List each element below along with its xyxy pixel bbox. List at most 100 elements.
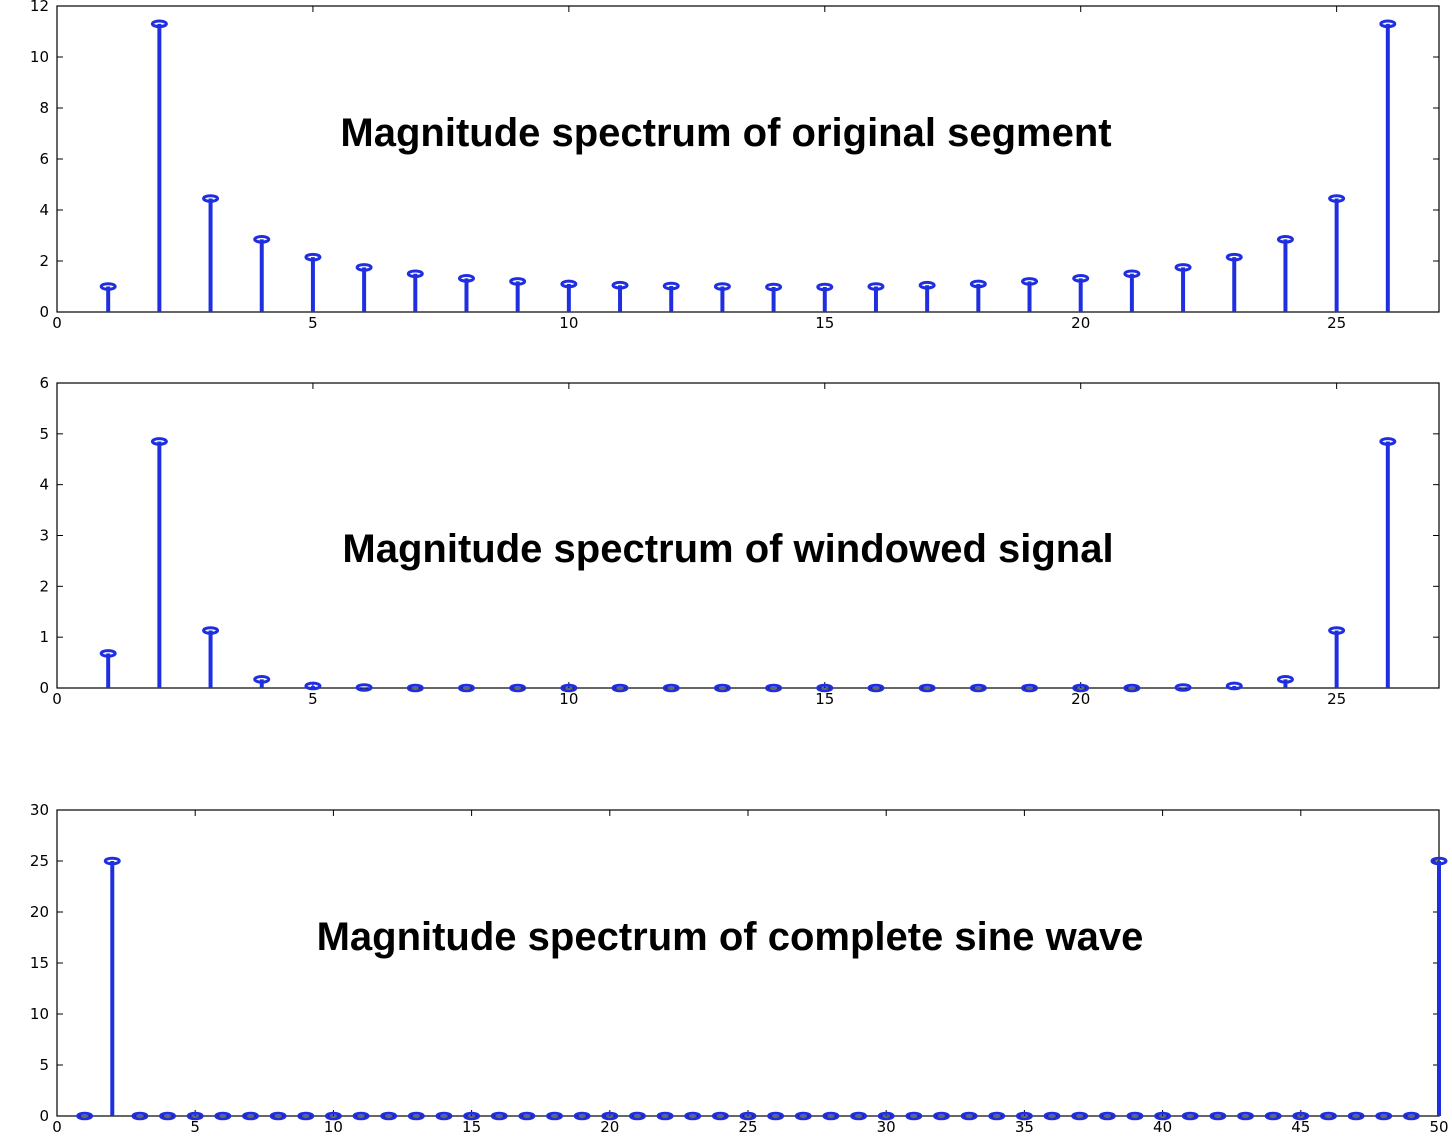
- y-tick-label: 5: [39, 1056, 49, 1074]
- stem-marker: [1154, 1111, 1172, 1121]
- y-tick-label: 30: [30, 801, 49, 819]
- x-tick-label: 10: [559, 690, 578, 708]
- x-tick-label: 5: [308, 314, 318, 332]
- stem-marker: [406, 683, 424, 693]
- y-tick-label: 0: [39, 1107, 49, 1125]
- y-tick-label: 15: [30, 954, 49, 972]
- y-tick-label: 5: [39, 425, 49, 443]
- x-tick-label: 45: [1291, 1118, 1310, 1136]
- stem-marker: [518, 1111, 536, 1121]
- y-tick-label: 12: [30, 0, 49, 15]
- stem-marker: [352, 1111, 370, 1121]
- stem-marker: [765, 683, 783, 693]
- stem-marker: [1276, 675, 1294, 684]
- stem-marker: [877, 1111, 895, 1121]
- stem-marker: [297, 1111, 315, 1121]
- chart-title-original-segment: Magnitude spectrum of original segment: [340, 111, 1111, 155]
- stem-marker: [711, 1111, 729, 1121]
- stem-marker: [1209, 1111, 1227, 1121]
- stem-marker: [150, 19, 168, 29]
- stem-marker: [150, 437, 168, 446]
- stem-marker: [241, 1111, 259, 1121]
- stem-marker: [1237, 1111, 1255, 1121]
- chart-title-windowed-signal: Magnitude spectrum of windowed signal: [342, 527, 1113, 571]
- stem-marker: [1276, 235, 1294, 244]
- stem-marker: [601, 1111, 619, 1121]
- stem-marker: [1225, 252, 1243, 262]
- stem-marker: [850, 1111, 868, 1121]
- x-tick-label: 25: [1327, 690, 1346, 708]
- chart-panel-windowed-signal: 0 5 10 15 20 25 0 1 2 3 4 5 6: [39, 374, 1440, 708]
- stem-marker: [1123, 269, 1141, 279]
- chart-panel-original-segment: 0 5 10 15 20 25 0 2 4 6 8 10 12: [30, 0, 1440, 332]
- stem-marker: [684, 1111, 702, 1121]
- stem-marker: [662, 683, 680, 693]
- stem-marker: [253, 675, 271, 684]
- stem-marker: [304, 252, 322, 262]
- stem-marker: [1072, 274, 1090, 283]
- x-tick-label: 15: [815, 690, 834, 708]
- x-tick-label: 25: [738, 1118, 757, 1136]
- stem-marker: [304, 681, 322, 691]
- stem-marker: [99, 649, 117, 658]
- y-tick-label: 20: [30, 903, 49, 921]
- y-tick-label: 4: [39, 476, 49, 494]
- stem-marker: [1181, 1111, 1199, 1121]
- stem-marker: [380, 1111, 398, 1121]
- stem-marker: [656, 1111, 674, 1121]
- x-tick-label: 15: [815, 314, 834, 332]
- y-tick-label: 3: [39, 527, 49, 545]
- stem-marker: [767, 1111, 785, 1121]
- stem-marker: [1328, 194, 1346, 203]
- stem-marker: [1402, 1111, 1420, 1121]
- y-tick-label: 10: [30, 1005, 49, 1023]
- axes-frame-original-segment: [56, 5, 1440, 313]
- x-tick-label: 10: [324, 1118, 343, 1136]
- stem-marker: [407, 1111, 425, 1121]
- stem-marker: [1015, 1111, 1033, 1121]
- x-tick-label: 5: [308, 690, 318, 708]
- stem-marker: [573, 1111, 591, 1121]
- stem-marker: [1319, 1111, 1337, 1121]
- stem-marker: [214, 1111, 232, 1121]
- stem-marker: [253, 235, 271, 244]
- stem-marker: [1043, 1111, 1061, 1121]
- stem-marker: [131, 1111, 149, 1121]
- stem-marker: [406, 269, 424, 279]
- stem-marker: [1072, 683, 1090, 693]
- stem-marker: [1264, 1111, 1282, 1121]
- stem-marker: [99, 282, 117, 291]
- y-tick-label: 6: [39, 374, 49, 392]
- stem-marker: [435, 1111, 453, 1121]
- stem-marker: [103, 856, 121, 866]
- chart-panel-complete-sine-wave: 0 5 10 15 20 25 30 35 40 45 50 0 5 10 15 20 25 30: [30, 801, 1449, 1136]
- stem-marker: [1098, 1111, 1116, 1121]
- x-tick-label: 50: [1429, 1118, 1448, 1136]
- y-tick-label: 0: [39, 679, 49, 697]
- stem-marker: [918, 280, 936, 290]
- stem-marker: [822, 1111, 840, 1121]
- stem-marker: [560, 683, 578, 693]
- stem-marker: [1379, 19, 1397, 29]
- stem-marker: [960, 1111, 978, 1121]
- stem-marker: [355, 683, 373, 692]
- x-tick-label: 5: [190, 1118, 200, 1136]
- stem-marker: [816, 683, 834, 693]
- x-tick-label: 0: [52, 690, 62, 708]
- stem-marker: [905, 1111, 923, 1121]
- stem-marker: [269, 1111, 287, 1121]
- x-tick-label: 25: [1327, 314, 1346, 332]
- stem-marker: [1375, 1111, 1393, 1121]
- stem-marker: [1174, 263, 1192, 272]
- y-tick-label: 6: [39, 150, 49, 168]
- x-tick-label: 40: [1153, 1118, 1172, 1136]
- stem-marker: [490, 1111, 508, 1121]
- stem-marker: [1071, 1111, 1089, 1121]
- chart-title-complete-sine-wave: Magnitude spectrum of complete sine wave: [317, 915, 1144, 959]
- stem-marker: [1126, 1111, 1144, 1121]
- stem-marker: [628, 1111, 646, 1121]
- stem-marker: [324, 1111, 342, 1121]
- stem-marker: [1021, 683, 1039, 693]
- y-tick-label: 8: [39, 99, 49, 117]
- stem-marker: [765, 282, 783, 292]
